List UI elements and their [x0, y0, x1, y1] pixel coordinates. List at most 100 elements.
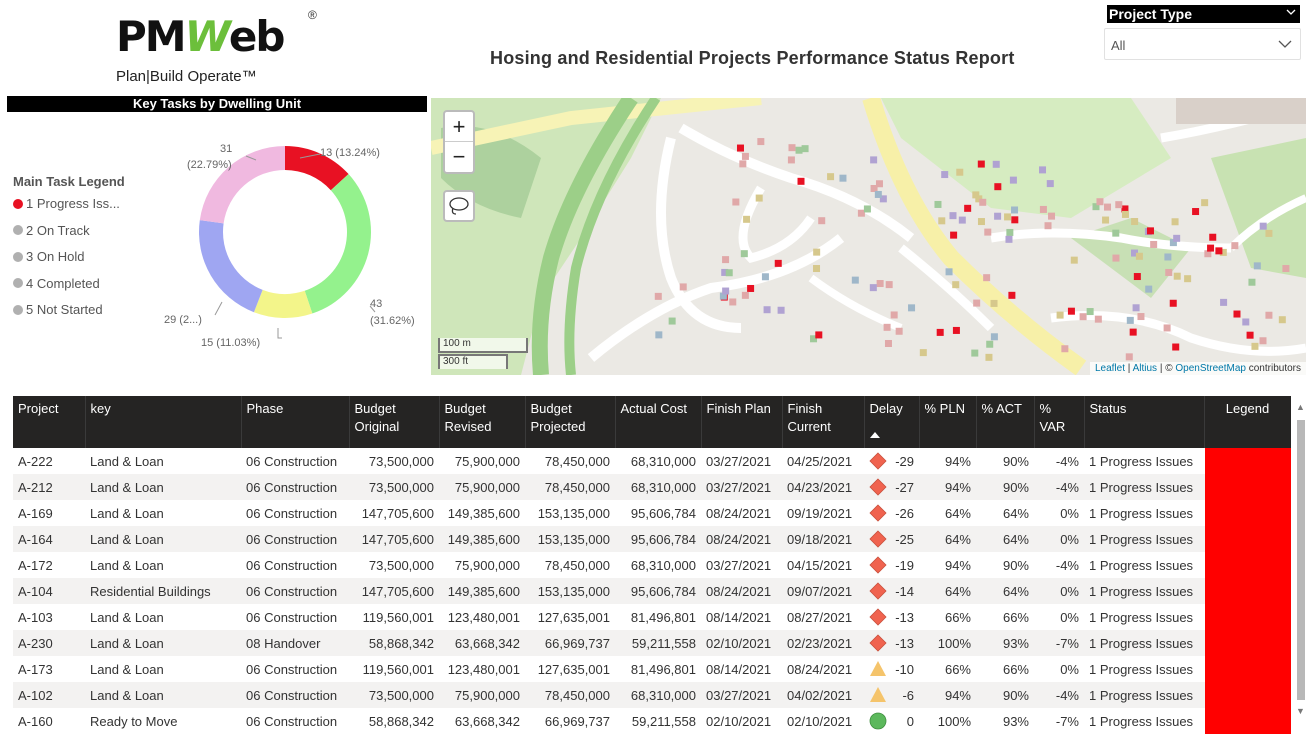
map-building[interactable]	[1169, 299, 1177, 307]
map-building[interactable]	[1231, 242, 1239, 250]
legend-item[interactable]: 2 On Track	[13, 223, 90, 238]
map-building[interactable]	[740, 250, 748, 258]
donut-slice-5[interactable]	[199, 146, 285, 224]
map-building[interactable]	[1133, 273, 1141, 281]
map-building[interactable]	[815, 331, 823, 339]
map-building[interactable]	[1172, 343, 1180, 351]
map-building[interactable]	[1079, 313, 1087, 321]
map-building[interactable]	[827, 173, 835, 181]
donut-chart[interactable]	[160, 130, 430, 360]
column-header[interactable]: Legend	[1204, 396, 1291, 448]
donut-slice-4[interactable]	[199, 220, 263, 313]
column-header[interactable]: Finish Plan	[701, 396, 783, 448]
map-building[interactable]	[986, 340, 994, 348]
map-building[interactable]	[818, 217, 826, 225]
donut-slice-2[interactable]	[304, 174, 371, 314]
map-building[interactable]	[741, 152, 749, 160]
map-building[interactable]	[1233, 310, 1241, 318]
table-row[interactable]: A-160 Ready to Move 06 Construction 58,868,…	[13, 708, 1291, 734]
openstreetmap-link[interactable]: OpenStreetMap	[1175, 363, 1246, 374]
map-building[interactable]	[721, 268, 729, 276]
map-building[interactable]	[747, 284, 755, 292]
map-building[interactable]	[722, 287, 730, 295]
map-building[interactable]	[870, 156, 878, 164]
map-building[interactable]	[919, 349, 927, 357]
map-building[interactable]	[1096, 198, 1104, 206]
map-building[interactable]	[992, 160, 1000, 168]
project-map[interactable]: + − 100 m 300 ft Leaflet | Altius | © Op…	[431, 98, 1306, 375]
map-building[interactable]	[1092, 203, 1100, 211]
map-building[interactable]	[1265, 229, 1273, 237]
map-building[interactable]	[761, 273, 769, 281]
map-building[interactable]	[788, 144, 796, 152]
column-header[interactable]: % VAR	[1034, 396, 1085, 448]
map-building[interactable]	[1067, 307, 1075, 315]
leaflet-link[interactable]: Leaflet	[1094, 363, 1125, 374]
map-building[interactable]	[972, 191, 980, 199]
map-building[interactable]	[813, 248, 821, 256]
map-building[interactable]	[1204, 250, 1212, 258]
column-header[interactable]: Phase	[241, 396, 350, 448]
map-building[interactable]	[958, 216, 966, 224]
map-building[interactable]	[1009, 176, 1017, 184]
map-building[interactable]	[977, 218, 985, 226]
legend-item[interactable]: 3 On Hold	[13, 249, 85, 264]
map-building[interactable]	[1242, 318, 1250, 326]
map-building[interactable]	[1173, 272, 1181, 280]
map-building[interactable]	[1219, 248, 1227, 256]
scroll-down-icon[interactable]: ▼	[1296, 706, 1305, 716]
map-building[interactable]	[1102, 216, 1110, 224]
legend-item[interactable]: 1 Progress Iss...	[13, 196, 120, 211]
map-building[interactable]	[975, 195, 983, 203]
legend-item[interactable]: 5 Not Started	[13, 302, 103, 317]
map-building[interactable]	[1265, 311, 1273, 319]
map-building[interactable]	[1164, 253, 1172, 261]
map-building[interactable]	[1039, 205, 1047, 213]
map-building[interactable]	[1135, 252, 1143, 260]
map-building[interactable]	[1192, 208, 1200, 216]
map-building[interactable]	[1259, 222, 1267, 230]
map-building[interactable]	[777, 306, 785, 314]
map-building[interactable]	[1253, 262, 1261, 270]
column-header[interactable]: % PLN	[919, 396, 977, 448]
map-building[interactable]	[739, 160, 747, 168]
map-building[interactable]	[1011, 206, 1019, 214]
map-building[interactable]	[757, 138, 765, 146]
map-building[interactable]	[990, 333, 998, 341]
column-header[interactable]: Budget Original	[349, 396, 440, 448]
map-building[interactable]	[1137, 313, 1145, 321]
map-building[interactable]	[895, 327, 903, 335]
lasso-select-button[interactable]	[443, 190, 475, 222]
zoom-out-button[interactable]: −	[452, 144, 466, 169]
map-building[interactable]	[668, 317, 676, 325]
table-row[interactable]: A-230 Land & Loan 08 Handover 58,868,342 63,…	[13, 630, 1291, 656]
map-building[interactable]	[729, 298, 737, 306]
project-type-slicer-header[interactable]: Project Type	[1107, 5, 1300, 23]
map-building[interactable]	[908, 304, 916, 312]
table-row[interactable]: A-104 Residential Buildings 06 Constructio…	[13, 578, 1291, 604]
map-building[interactable]	[1104, 203, 1112, 211]
map-building[interactable]	[787, 156, 795, 164]
map-building[interactable]	[1278, 316, 1286, 324]
map-building[interactable]	[1220, 298, 1228, 306]
map-building[interactable]	[1163, 324, 1171, 332]
map-building[interactable]	[719, 292, 727, 300]
column-header[interactable]: Status	[1084, 396, 1205, 448]
column-header[interactable]: Budget Projected	[525, 396, 616, 448]
map-building[interactable]	[938, 217, 946, 225]
map-building[interactable]	[1184, 275, 1192, 283]
map-building[interactable]	[870, 184, 878, 192]
map-building[interactable]	[1094, 315, 1102, 323]
map-building[interactable]	[985, 353, 993, 361]
map-building[interactable]	[1112, 229, 1120, 237]
table-row[interactable]: A-212 Land & Loan 06 Construction 73,500,00…	[13, 474, 1291, 500]
map-building[interactable]	[839, 174, 847, 182]
map-building[interactable]	[869, 284, 877, 292]
map-building[interactable]	[1251, 342, 1259, 350]
map-building[interactable]	[1125, 353, 1133, 361]
map-building[interactable]	[743, 215, 751, 223]
map-building[interactable]	[763, 306, 771, 314]
map-building[interactable]	[876, 280, 884, 288]
map-building[interactable]	[883, 323, 891, 331]
map-building[interactable]	[1112, 254, 1120, 262]
